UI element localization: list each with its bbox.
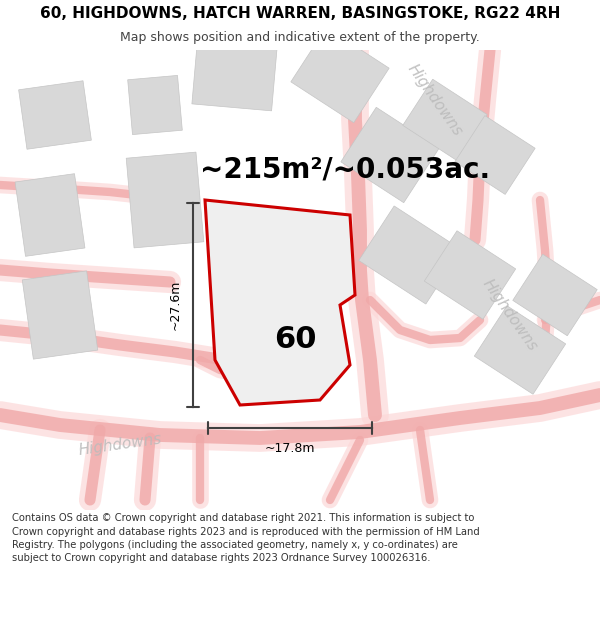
- Polygon shape: [455, 116, 535, 194]
- Polygon shape: [19, 81, 91, 149]
- Text: 60: 60: [274, 326, 316, 354]
- Text: ~27.6m: ~27.6m: [169, 280, 182, 330]
- Polygon shape: [341, 107, 439, 202]
- Text: Highdowns: Highdowns: [77, 432, 163, 458]
- Text: 60, HIGHDOWNS, HATCH WARREN, BASINGSTOKE, RG22 4RH: 60, HIGHDOWNS, HATCH WARREN, BASINGSTOKE…: [40, 6, 560, 21]
- Polygon shape: [205, 200, 355, 405]
- Polygon shape: [513, 254, 597, 336]
- Polygon shape: [126, 152, 204, 248]
- Text: Highdowns: Highdowns: [405, 61, 465, 139]
- Polygon shape: [291, 28, 389, 123]
- Polygon shape: [15, 174, 85, 256]
- Polygon shape: [475, 306, 566, 394]
- Polygon shape: [359, 206, 461, 304]
- Polygon shape: [128, 76, 182, 134]
- Text: Contains OS data © Crown copyright and database right 2021. This information is : Contains OS data © Crown copyright and d…: [12, 514, 480, 563]
- Text: ~17.8m: ~17.8m: [265, 441, 315, 454]
- Text: Highdowns: Highdowns: [480, 276, 540, 354]
- Polygon shape: [424, 231, 515, 319]
- Polygon shape: [403, 79, 487, 161]
- Text: Map shows position and indicative extent of the property.: Map shows position and indicative extent…: [120, 31, 480, 44]
- Polygon shape: [22, 271, 98, 359]
- Text: ~215m²/~0.053ac.: ~215m²/~0.053ac.: [200, 156, 490, 184]
- Polygon shape: [192, 29, 278, 111]
